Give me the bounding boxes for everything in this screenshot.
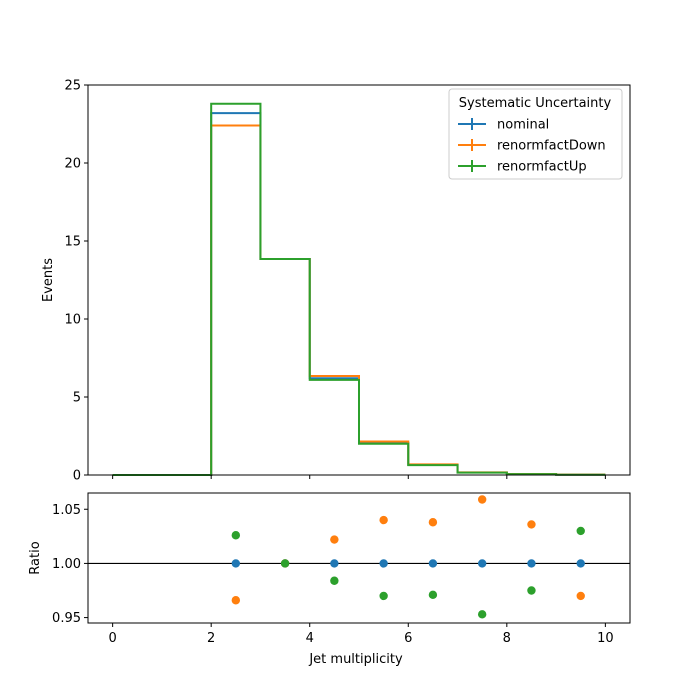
legend-label-renormfactDown: renormfactDown <box>497 139 606 154</box>
ratio-point-renormfactDown <box>576 591 585 601</box>
ratio-plot-panel: 0.95 1.00 1.05 0 2 4 6 8 10 Ratio Jet multiplici… <box>28 492 631 667</box>
ratio-point-renormfactUp <box>280 559 290 568</box>
ratio-y-tick-label: 1.00 <box>52 557 81 572</box>
ratio-point-renormfactUp <box>477 610 487 619</box>
x-axis-label: Jet multiplicity <box>308 652 403 667</box>
histogram-series-renormfactUp <box>112 102 606 476</box>
legend-label-renormfactUp: renormfactUp <box>497 160 587 175</box>
ratio-point-renormfactUp <box>330 576 339 585</box>
main-y-tick-label: 10 <box>64 313 81 328</box>
ratio-point-renormfactDown <box>428 518 438 527</box>
main-plot-frame <box>87 84 631 476</box>
ratio-point-nominal <box>428 559 438 568</box>
ratio-x-tick-label: 6 <box>404 631 412 646</box>
ratio-point-nominal <box>330 559 339 568</box>
ratio-x-tick-label: 2 <box>207 631 215 646</box>
ratio-point-nominal <box>379 559 388 568</box>
main-y-tick-label: 15 <box>64 235 81 250</box>
ratio-point-renormfactDown <box>527 520 536 529</box>
ratio-point-nominal <box>231 559 241 568</box>
main-plot-panel: 0 5 10 15 20 25 Events Systematic Uncertainty… <box>41 79 631 484</box>
ratio-y-tick-label: 1.05 <box>52 503 81 518</box>
ratio-point-nominal <box>576 559 585 568</box>
main-y-axis-label: Events <box>41 258 56 302</box>
legend-box <box>448 88 623 180</box>
ratio-point-renormfactUp <box>576 526 585 536</box>
legend-entry-nominal: nominal <box>458 118 549 133</box>
main-y-tick-label: 0 <box>73 469 81 484</box>
ratio-point-nominal <box>477 559 487 568</box>
main-y-tick-label: 5 <box>73 391 81 406</box>
legend-title: Systematic Uncertainty <box>459 96 612 111</box>
ratio-point-renormfactUp <box>231 531 241 540</box>
ratio-y-tick-label: 0.95 <box>52 611 81 626</box>
ratio-x-tick-label: 0 <box>108 631 116 646</box>
ratio-point-renormfactDown <box>330 535 339 544</box>
ratio-point-nominal <box>527 559 536 568</box>
ratio-plot-frame <box>87 492 631 624</box>
ratio-point-renormfactDown <box>477 495 487 504</box>
ratio-y-axis-label: Ratio <box>28 541 43 574</box>
ratio-point-renormfactUp <box>379 591 388 601</box>
main-y-tick-label: 25 <box>64 79 81 94</box>
legend-label-nominal: nominal <box>497 118 549 133</box>
main-y-tick-label: 20 <box>64 157 81 172</box>
ratio-point-renormfactUp <box>428 590 438 600</box>
ratio-point-renormfactDown <box>231 596 241 605</box>
ratio-point-renormfactUp <box>527 586 536 595</box>
ratio-x-tick-label: 8 <box>503 631 511 646</box>
legend: Systematic Uncertainty nominal renormfact… <box>448 88 623 180</box>
legend-entry-renormfactDown: renormfactDown <box>458 139 606 154</box>
ratio-x-tick-label: 4 <box>306 631 314 646</box>
legend-entry-renormfactUp: renormfactUp <box>458 160 587 175</box>
ratio-point-renormfactDown <box>379 515 388 525</box>
ratio-x-tick-label: 10 <box>597 631 614 646</box>
